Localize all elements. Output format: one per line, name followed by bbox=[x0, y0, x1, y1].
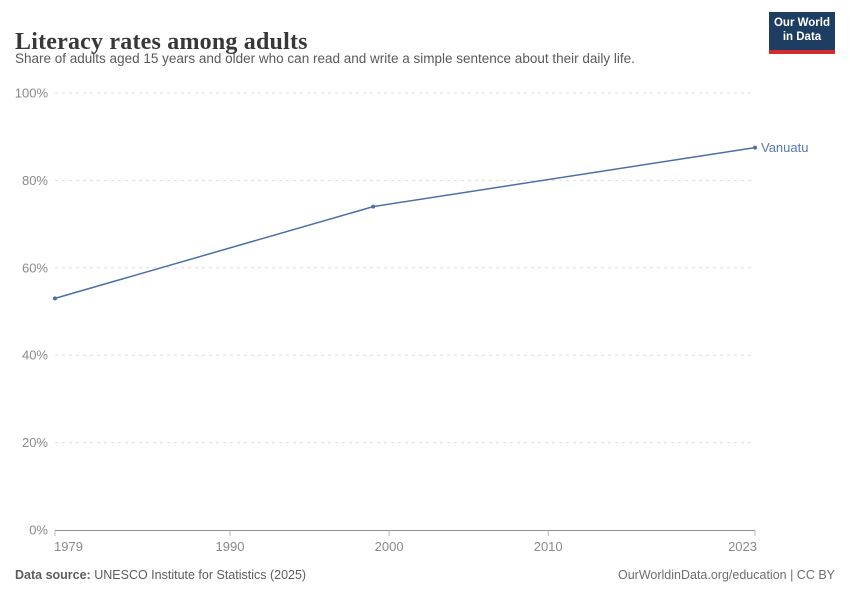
owid-logo-line2: in Data bbox=[782, 31, 822, 43]
data-point-vanuatu-1999 bbox=[371, 204, 376, 209]
owid-logo: Our World in Data bbox=[769, 12, 835, 54]
data-source-note: Data source: UNESCO Institute for Statis… bbox=[15, 568, 306, 582]
chart-footer: Data source: UNESCO Institute for Statis… bbox=[15, 568, 835, 582]
y-tick-label-60: 60% bbox=[22, 260, 48, 275]
page-title: Literacy rates among adults bbox=[15, 29, 308, 56]
y-tick-label-40: 40% bbox=[22, 348, 48, 363]
attribution-text: OurWorldinData.org/education | CC BY bbox=[617, 568, 835, 582]
data-point-vanuatu-2023 bbox=[753, 145, 757, 150]
x-tick-label-2010: 2010 bbox=[534, 539, 563, 554]
data-source-text: UNESCO Institute for Statistics (2025) bbox=[94, 568, 307, 582]
x-tick-label-2023: 2023 bbox=[728, 539, 757, 554]
chart-subtitle: Share of adults aged 15 years and older … bbox=[15, 51, 635, 66]
x-tick-label-1979: 1979 bbox=[54, 539, 83, 554]
data-point-vanuatu-1979 bbox=[53, 296, 57, 301]
x-tick-label-1990: 1990 bbox=[216, 539, 245, 554]
series-label-vanuatu: Vanuatu bbox=[761, 140, 808, 155]
y-tick-label-20: 20% bbox=[22, 435, 48, 450]
x-tick-label-2000: 2000 bbox=[375, 539, 404, 554]
y-tick-label-80: 80% bbox=[22, 173, 48, 188]
data-source-label: Data source: bbox=[15, 568, 91, 582]
y-tick-label-0: 0% bbox=[29, 523, 48, 538]
owid-logo-line1: Our World bbox=[773, 17, 830, 29]
y-tick-label-100: 100% bbox=[15, 86, 49, 101]
series-line-vanuatu bbox=[54, 146, 756, 300]
